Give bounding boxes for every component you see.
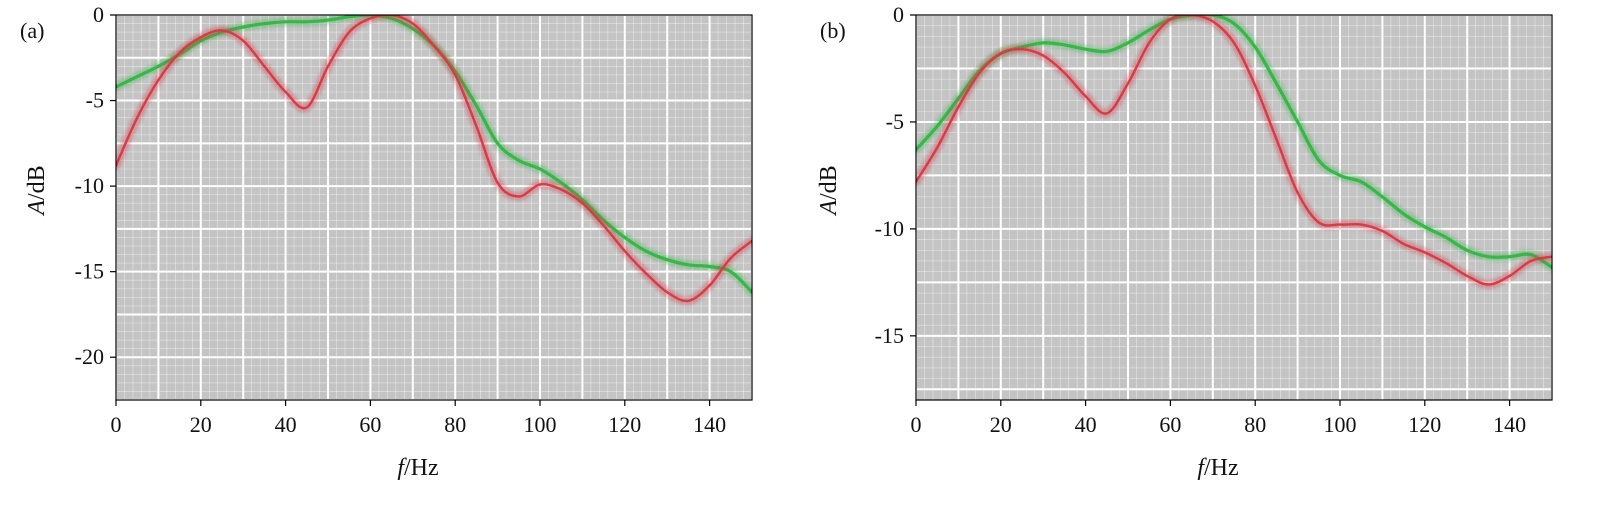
y-axis-label-symbol: A [24, 200, 50, 217]
series-1-line [916, 15, 1552, 286]
y-axis-label-unit: /dB [24, 165, 50, 200]
x-tick-label: 100 [1324, 412, 1357, 437]
x-axis-label-unit: /Hz [404, 455, 439, 481]
y-axis-label-unit: /dB [816, 165, 842, 200]
y-tick-label: -10 [875, 216, 904, 241]
y-axis-label: A/dB [24, 165, 50, 216]
x-axis-ticks: 0 20 40 60 80 100 120 140 [111, 400, 726, 437]
chart-panel-b: (b) 0 20 40 60 80 100 120 140 0-5-10-15 f/Hz A/… [816, 2, 1553, 481]
y-tick-label: -10 [75, 173, 104, 198]
x-tick-label: 80 [444, 412, 466, 437]
x-axis-label: f/Hz [397, 455, 438, 481]
major-grid [915, 14, 1553, 400]
plot-background [116, 15, 752, 400]
x-tick-label: 0 [111, 412, 122, 437]
y-tick-label: -5 [86, 88, 104, 113]
x-tick-label: 140 [693, 412, 726, 437]
x-axis-label-symbol: f [397, 455, 407, 481]
y-tick-label: 0 [893, 2, 904, 27]
x-axis-ticks: 0 20 40 60 80 100 120 140 [911, 400, 1526, 437]
x-tick-label: 120 [1408, 412, 1441, 437]
series-1-group [116, 15, 752, 306]
x-tick-label: 140 [1493, 412, 1526, 437]
y-axis-ticks: 0 -5 -10 -15 [875, 2, 916, 348]
y-tick-label: 0 [93, 2, 104, 27]
x-tick-label: 100 [524, 412, 557, 437]
chart-panel-a: (a) 0 20 40 60 80 100 120 140 0 -5 -10 -15 -20 f/Hz… [20, 2, 753, 481]
panel-label: (b) [820, 18, 846, 43]
x-axis-label-unit: /Hz [1204, 455, 1239, 481]
y-tick-label: -15 [875, 323, 904, 348]
y-tick-label: -5 [886, 109, 904, 134]
series-1-line [116, 15, 752, 303]
y-axis-label-symbol: A [816, 200, 842, 217]
x-tick-label: 40 [1075, 412, 1097, 437]
plot-frame [915, 14, 1553, 401]
x-tick-label: 60 [1159, 412, 1181, 437]
panel-label: (a) [20, 18, 44, 43]
x-tick-label: 20 [990, 412, 1012, 437]
series-layer [116, 15, 752, 306]
x-axis-label-symbol: f [1197, 455, 1207, 481]
x-tick-label: 20 [190, 412, 212, 437]
x-tick-label: 120 [608, 412, 641, 437]
y-tick-label: -15 [75, 259, 104, 284]
x-tick-label: 40 [275, 412, 297, 437]
y-axis-label: A/dB [816, 165, 842, 216]
series-layer [916, 15, 1552, 290]
x-axis-label: f/Hz [1197, 455, 1238, 481]
x-tick-label: 60 [359, 412, 381, 437]
y-axis-ticks: 0 -5 -10 -15 -20 [75, 2, 116, 369]
series-1-group [916, 15, 1552, 290]
x-tick-label: 80 [1244, 412, 1266, 437]
plot-frame [115, 14, 753, 401]
x-tick-label: 0 [911, 412, 922, 437]
y-tick-label: -20 [75, 344, 104, 369]
